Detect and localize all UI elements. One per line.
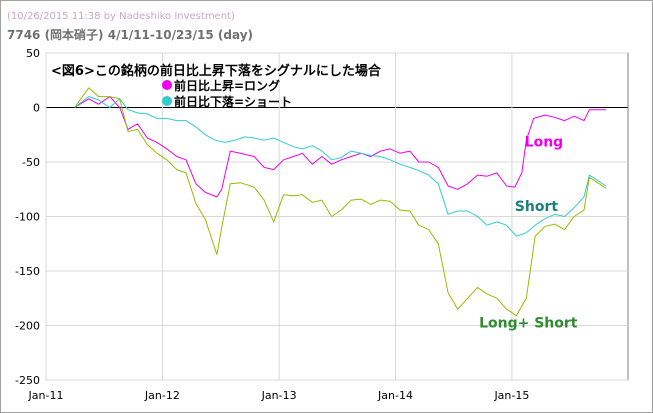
- legend-marker-long: [162, 80, 172, 90]
- series-label-short: Short: [515, 199, 559, 215]
- axis-layer: 50 0 -50 -100 -150 -200 -250 Jan-11 Jan-12 Jan-13…: [15, 47, 529, 402]
- x-tick-label: Jan-13: [261, 389, 297, 402]
- legend-item-long: 前日比上昇=ロング: [162, 78, 280, 93]
- watermark-text: (10/26/2015 11:38 by Nadeshiko Investmen…: [7, 11, 235, 22]
- series-label-long-short: Long+ Short: [479, 316, 578, 332]
- legend-item-short: 前日比下落=ショート: [162, 94, 292, 109]
- y-tick-label: -150: [15, 265, 40, 278]
- series-line-long: [74, 96, 606, 198]
- legend: 前日比上昇=ロング 前日比下落=ショート: [162, 78, 292, 109]
- series-label-long: Long: [525, 135, 564, 151]
- series-line-long-short: [74, 87, 607, 317]
- x-tick-label: Jan-14: [377, 389, 413, 402]
- legend-label-short: 前日比下落=ショート: [174, 94, 292, 109]
- y-tick-label: 0: [33, 102, 40, 115]
- legend-marker-short: [162, 96, 172, 106]
- chart-subtitle: 7746 (岡本硝子) 4/1/11-10/23/15 (day): [7, 28, 254, 42]
- legend-label-long: 前日比上昇=ロング: [174, 78, 280, 93]
- y-tick-label: -200: [15, 320, 40, 333]
- annotation-layer: Long Short Long+ Short: [479, 135, 578, 332]
- series-layer: [74, 87, 607, 317]
- chart-title: <図6>この銘柄の前日比上昇下落をシグナルにした場合: [51, 63, 382, 79]
- x-tick-label: Jan-11: [28, 389, 64, 402]
- y-tick-label: -100: [15, 211, 40, 224]
- y-tick-label: -250: [15, 374, 40, 387]
- x-tick-label: Jan-12: [144, 389, 180, 402]
- x-tick-label: Jan-15: [493, 389, 529, 402]
- y-tick-label: -50: [22, 156, 40, 169]
- series-line-short: [74, 96, 607, 237]
- y-tick-label: 50: [26, 47, 40, 60]
- grid-layer: [45, 52, 629, 381]
